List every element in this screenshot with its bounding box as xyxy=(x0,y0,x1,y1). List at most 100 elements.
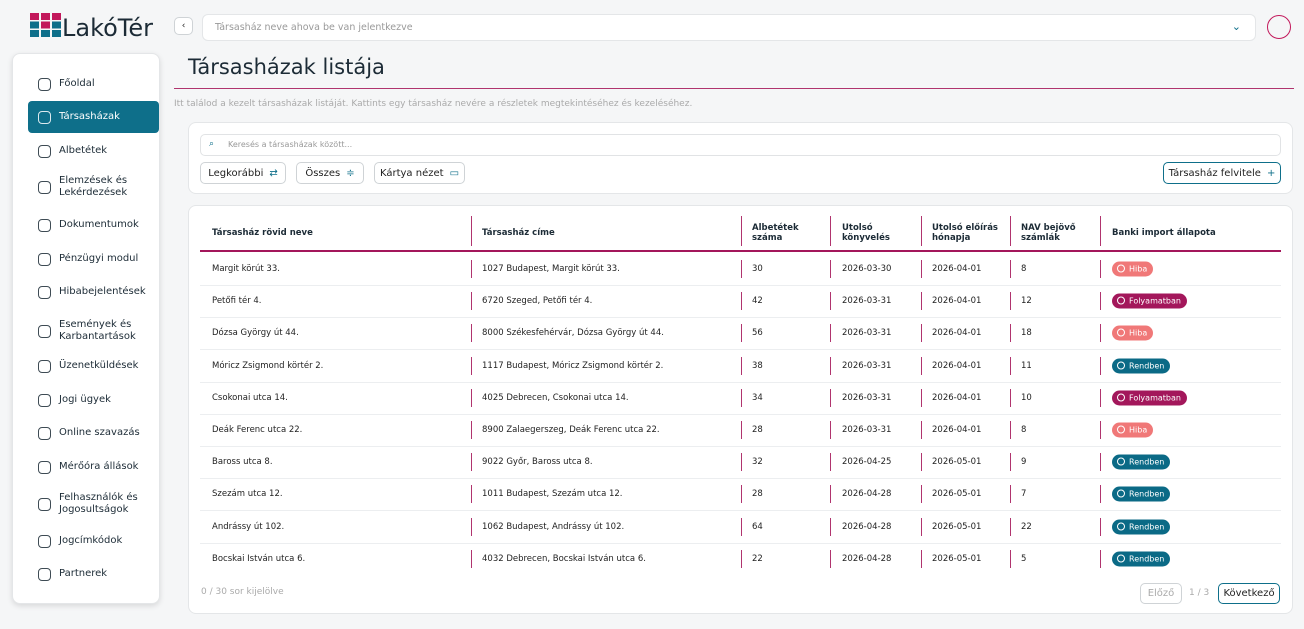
column-header[interactable]: Társasház rövid neve xyxy=(212,228,313,238)
house-name[interactable]: Andrássy út 102. xyxy=(212,521,285,532)
cell-separator xyxy=(1010,356,1011,375)
cell-separator xyxy=(921,356,922,375)
column-header[interactable]: Utolsó előírás hónapja xyxy=(932,223,998,243)
nav-label: Felhasználók és Jogosultságok xyxy=(59,492,138,515)
row-divider xyxy=(200,285,1281,286)
nav-item[interactable]: Felhasználók és Jogosultságok xyxy=(28,488,159,520)
cell-separator xyxy=(830,356,831,375)
column-header[interactable]: Albetétek száma xyxy=(752,223,799,243)
cell-separator xyxy=(471,356,472,375)
nav-item[interactable]: Főoldal xyxy=(28,68,159,100)
nav-item[interactable]: Jogi ügyek xyxy=(28,384,159,416)
cell-text: 2026-05-01 xyxy=(932,489,982,500)
cell-separator xyxy=(741,517,742,536)
cell-separator xyxy=(741,485,742,504)
avatar[interactable] xyxy=(1267,15,1291,39)
cell-separator xyxy=(1100,549,1101,568)
filter-button[interactable]: Összes ≑ xyxy=(296,162,364,184)
nav-item[interactable]: Hibabejelentések xyxy=(28,276,159,308)
cell-separator xyxy=(1010,421,1011,439)
nav-item[interactable]: Események és Karbantartások xyxy=(28,315,159,347)
collapse-button[interactable]: ‹ xyxy=(174,17,193,35)
nav-item[interactable]: Pénzügyi modul xyxy=(28,243,159,275)
status-label: Hiba xyxy=(1129,328,1148,338)
row-divider xyxy=(200,542,1281,544)
column-header[interactable]: Banki import állapota xyxy=(1112,228,1216,238)
button-label: Összes xyxy=(305,167,341,179)
prev-button[interactable]: Előző xyxy=(1140,583,1182,604)
add-button[interactable]: Társasház felvitele + xyxy=(1163,162,1281,184)
status-label: Rendben xyxy=(1129,522,1165,532)
status-icon xyxy=(1117,361,1125,370)
cell-text: 28 xyxy=(752,489,763,500)
house-name[interactable]: Petőfi tér 4. xyxy=(212,296,262,307)
nav-label: Mérőóra állások xyxy=(59,461,139,472)
nav-item[interactable]: Online szavazás xyxy=(28,417,159,449)
nav-item[interactable]: Albetétek xyxy=(28,135,159,167)
cell-separator xyxy=(741,453,742,472)
sort-button[interactable]: Legkorábbi ⇄ xyxy=(200,162,286,184)
cell-text: 8900 Zalaegerszeg, Deák Ferenc utca 22. xyxy=(482,425,660,435)
cell-text: 2026-04-28 xyxy=(842,489,892,500)
nav-item[interactable]: Partnerek xyxy=(28,558,159,590)
house-name[interactable]: Margit körút 33. xyxy=(212,264,280,274)
cell-text: 22 xyxy=(752,553,763,564)
cell-text: 2026-03-31 xyxy=(842,360,892,371)
house-name[interactable]: Móricz Zsigmond körtér 2. xyxy=(212,360,324,371)
cell-text: 2026-04-28 xyxy=(842,553,892,564)
house-name[interactable]: Baross utca 8. xyxy=(212,457,273,468)
cell-text: 2026-04-01 xyxy=(932,328,982,339)
button-label: Előző xyxy=(1147,588,1175,599)
cell-separator xyxy=(741,388,742,407)
nav-icon xyxy=(38,497,51,511)
column-header[interactable]: Utolsó könyvelés xyxy=(842,223,890,243)
logo-text: LakóTér xyxy=(62,14,154,42)
view-button[interactable]: Kártya nézet ▭ xyxy=(374,162,465,184)
button-icon: ≑ xyxy=(346,167,355,179)
nav-item[interactable]: Társasházak xyxy=(28,101,159,133)
button-icon: + xyxy=(1266,167,1276,179)
nav-label: Dokumentumok xyxy=(59,219,139,230)
house-name[interactable]: Bocskai István utca 6. xyxy=(212,553,306,564)
cell-separator xyxy=(921,517,922,536)
house-name[interactable]: Csokonai utca 14. xyxy=(212,392,288,403)
nav-item[interactable]: Elemzések és Lekérdezések xyxy=(28,171,159,203)
cell-separator xyxy=(1100,453,1101,472)
cell-text: 1027 Budapest, Margit körút 33. xyxy=(482,264,620,274)
search-placeholder: Keresés a társasházak között... xyxy=(228,140,353,149)
nav-item[interactable]: Üzenetküldések xyxy=(28,350,159,382)
next-button[interactable]: Következő xyxy=(1218,583,1280,604)
button-icon: ▭ xyxy=(449,167,460,179)
cell-separator xyxy=(921,260,922,278)
cell-separator xyxy=(1010,485,1011,504)
sidebar: Főoldal Társasházak Albetétek Elemzések és … xyxy=(12,53,160,604)
cell-separator xyxy=(1100,421,1101,439)
nav-label: Üzenetküldések xyxy=(59,360,139,371)
cell-text: 32 xyxy=(752,457,763,468)
house-name[interactable]: Szezám utca 12. xyxy=(212,489,283,500)
house-name[interactable]: Deák Ferenc utca 22. xyxy=(212,425,303,435)
cell-text: 1011 Budapest, Szezám utca 12. xyxy=(482,489,623,500)
house-select[interactable]: Társasház neve ahova be van jelentkezve … xyxy=(202,14,1256,41)
status-icon xyxy=(1117,522,1125,531)
cell-separator xyxy=(741,356,742,375)
table-card: 0 / 30 sor kijelölve Előző 1 / 3 Követke… xyxy=(188,205,1293,614)
select-placeholder: Társasház neve ahova be van jelentkezve xyxy=(215,22,413,33)
nav-item[interactable]: Dokumentumok xyxy=(28,209,159,241)
cell-separator xyxy=(741,421,742,439)
cell-separator xyxy=(921,453,922,472)
nav-item[interactable]: Jogcímkódok xyxy=(28,525,159,557)
cell-separator xyxy=(830,453,831,472)
cell-separator xyxy=(471,485,472,504)
column-header[interactable]: NAV bejövő számlák xyxy=(1021,223,1076,243)
page-indicator: 1 / 3 xyxy=(1189,588,1210,598)
search-input[interactable]: ⌕ Keresés a társasházak között... xyxy=(200,134,1281,156)
cell-text: 8000 Székesfehérvár, Dózsa György út 44. xyxy=(482,328,664,339)
status-label: Hiba xyxy=(1129,425,1148,435)
column-header[interactable]: Társasház címe xyxy=(482,228,555,238)
status-badge: Folyamatban xyxy=(1112,293,1187,309)
nav-item[interactable]: Mérőóra állások xyxy=(28,451,159,483)
cell-separator xyxy=(1100,324,1101,343)
house-name[interactable]: Dózsa György út 44. xyxy=(212,328,299,339)
